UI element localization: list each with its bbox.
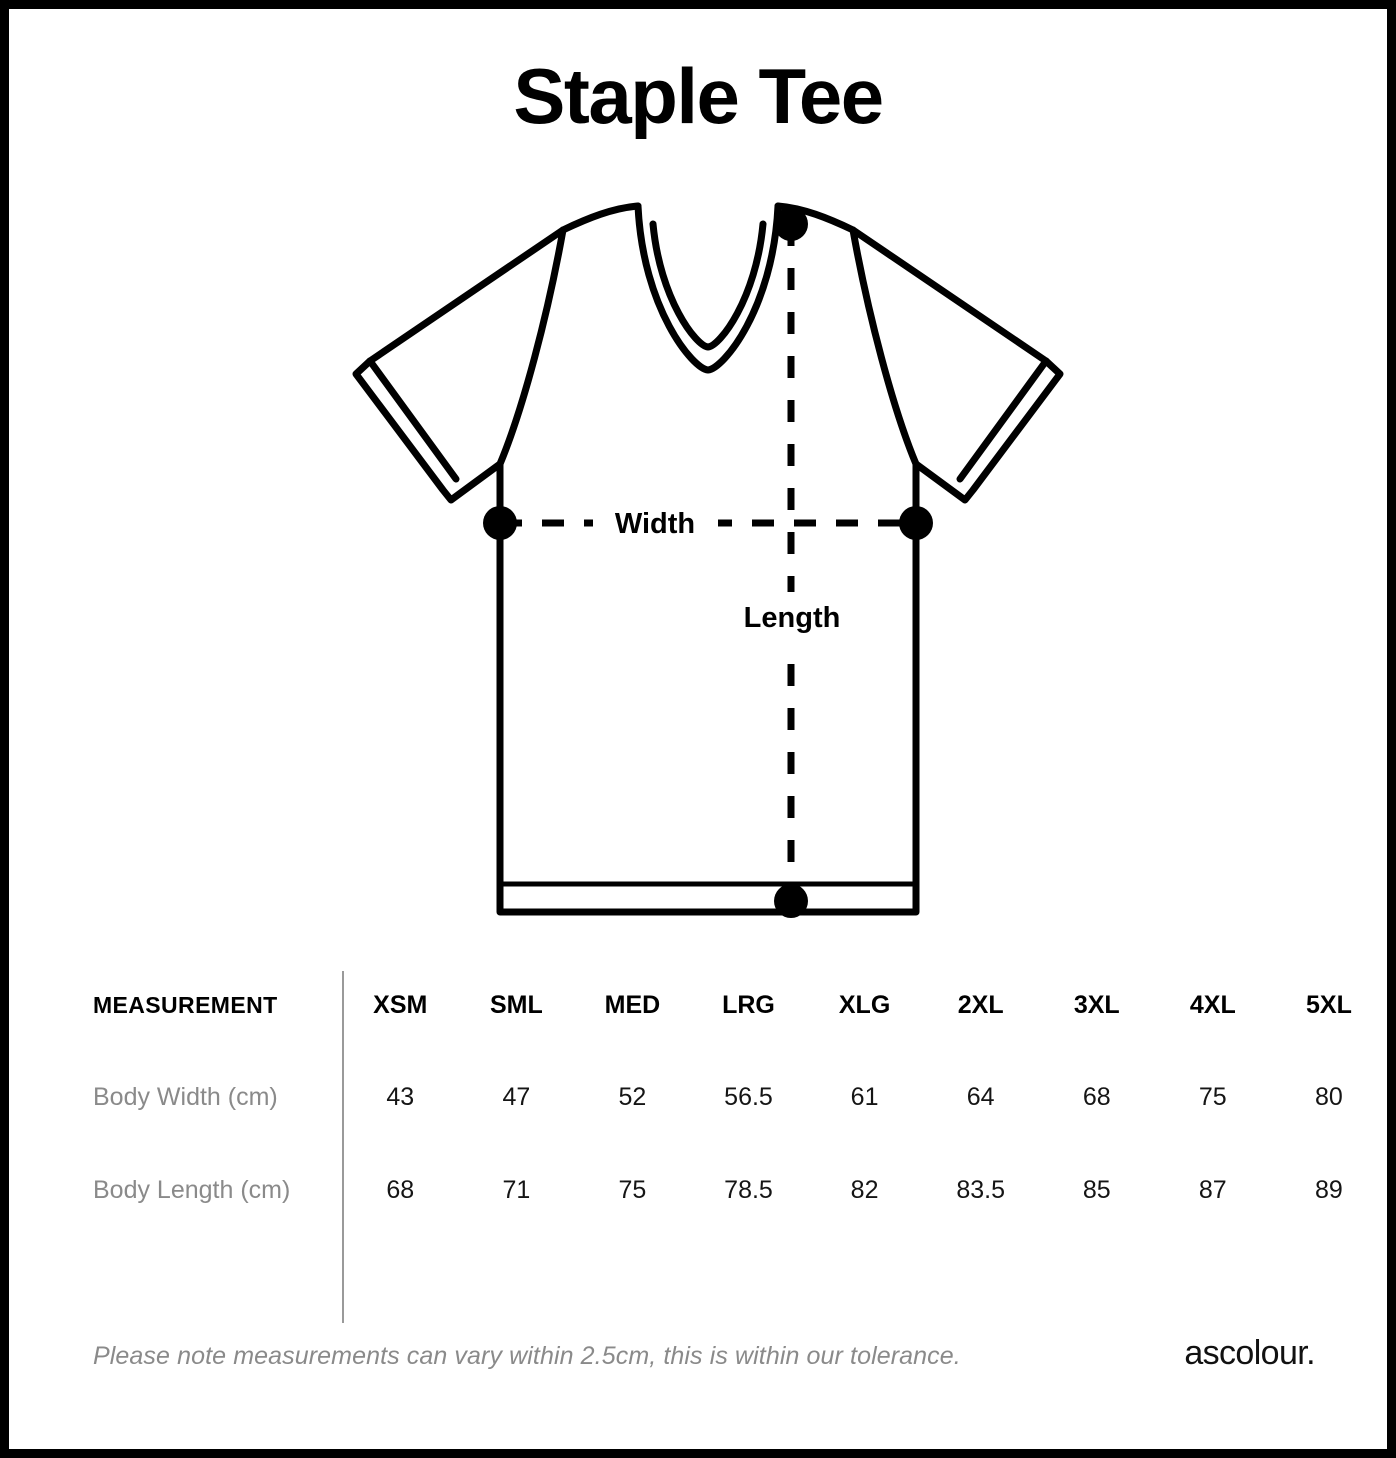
body-width-4xl: 75 [1198,1083,1227,1111]
body-width-lrg: 56.5 [724,1083,773,1111]
measurement-table-container: MEASUREMENT XSM SML MED LRG XLG 2XL 3XL … [9,959,1387,1339]
size-chart-page: Staple Tee Width [9,9,1387,1449]
row-label-body-length: Body Length (cm) [93,1176,291,1204]
width-label-mask [593,499,718,547]
right-armpit-marker [899,506,933,540]
body-length-4xl: 87 [1198,1176,1227,1204]
tolerance-note: Please note measurements can vary within… [93,1342,961,1370]
left-armpit-marker [483,506,517,540]
body-width-3xl: 68 [1082,1083,1111,1111]
body-length-3xl: 85 [1082,1176,1111,1204]
body-length-xsm: 68 [386,1176,415,1204]
body-length-sml: 71 [502,1176,531,1204]
size-table: MEASUREMENT XSM SML MED LRG XLG 2XL 3XL … [9,959,1387,1237]
size-header-sml: SML [489,990,543,1019]
table-divider [342,971,344,1323]
length-label-mask [718,592,868,642]
measurement-column-header: MEASUREMENT [93,991,278,1018]
size-header-5xl: 5XL [1306,990,1352,1019]
size-header-2xl: 2XL [957,990,1004,1019]
body-width-2xl: 64 [966,1083,995,1111]
page-title: Staple Tee [513,52,884,140]
width-label: Width [615,508,695,540]
table-header-row: MEASUREMENT XSM SML MED LRG XLG 2XL 3XL … [9,959,1387,1051]
size-header-3xl: 3XL [1073,990,1120,1019]
table-row: Body Width (cm) 43 47 52 56.5 61 64 68 7… [9,1051,1387,1144]
body-length-xlg: 82 [850,1176,879,1204]
body-width-med: 52 [618,1083,647,1111]
body-width-xlg: 61 [850,1083,879,1111]
shoulder-point-marker [774,207,808,241]
body-length-5xl: 89 [1315,1176,1343,1204]
t-shirt-diagram: Width Length [348,194,1068,939]
size-header-xlg: XLG [838,990,891,1019]
body-length-med: 75 [618,1176,647,1204]
table-row: Body Length (cm) 68 71 75 78.5 82 83.5 8… [9,1144,1387,1237]
body-length-2xl: 83.5 [956,1176,1005,1204]
body-length-lrg: 78.5 [724,1176,773,1204]
size-header-med: MED [604,990,661,1019]
length-label: Length [744,602,841,634]
hem-point-marker [774,884,808,918]
body-width-5xl: 80 [1315,1083,1343,1111]
body-width-sml: 47 [502,1083,531,1111]
row-label-body-width: Body Width (cm) [93,1083,278,1111]
ascolour-logo: ascolour. [1184,1334,1315,1372]
size-header-xsm: XSM [373,990,428,1019]
size-header-lrg: LRG [722,990,775,1019]
size-header-4xl: 4XL [1189,990,1236,1019]
body-width-xsm: 43 [386,1083,415,1111]
